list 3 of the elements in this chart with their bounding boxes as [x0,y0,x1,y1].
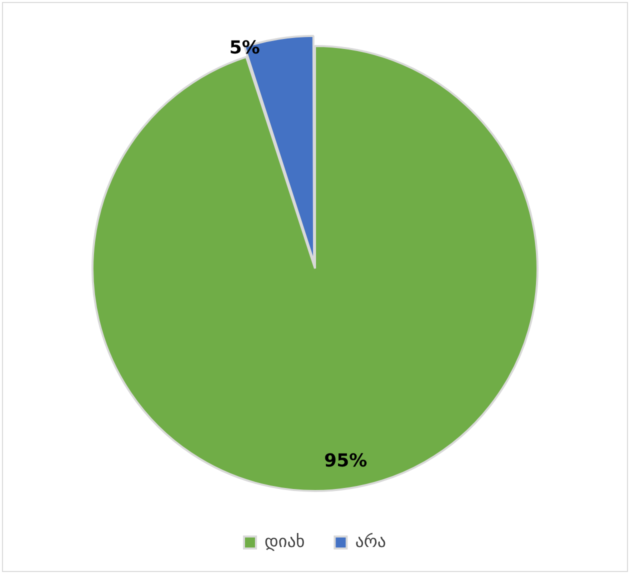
data-label: 95% [324,450,368,472]
legend-label: არა [355,532,386,552]
legend-label: დიახ [264,532,305,552]
